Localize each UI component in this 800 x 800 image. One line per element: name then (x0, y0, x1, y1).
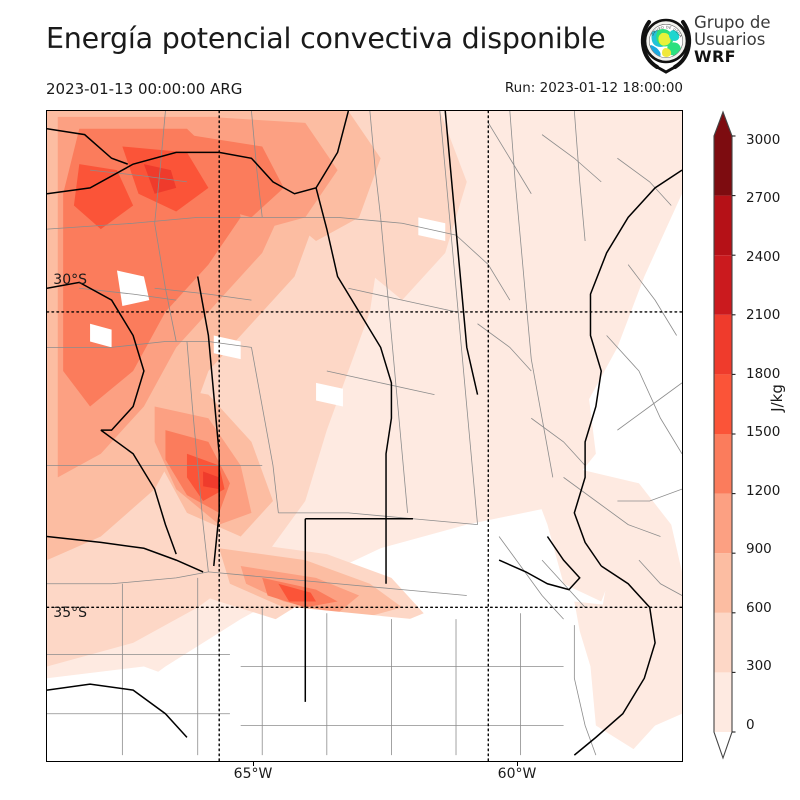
colorbar-tick-label-7: 900 (746, 541, 772, 557)
cape-map-plot[interactable] (46, 110, 683, 762)
colorbar-tick-label-5: 1500 (746, 424, 781, 440)
colorbar-tick-label-0: 3000 (746, 132, 781, 148)
colorbar-tick-label-6: 1200 (746, 483, 781, 499)
colorbar-tick-label-3: 2100 (746, 307, 781, 323)
logo-line-2: Usuarios (694, 30, 766, 50)
lon-tick-label-1: 60°W (497, 766, 537, 782)
cape-contour-field (47, 111, 682, 756)
lon-tick-mark-1 (517, 762, 518, 766)
logo-line-3: WRF (694, 46, 736, 66)
logo-text: Grupo de Usuarios WRF (694, 14, 770, 66)
lon-tick-label-0: 65°W (233, 766, 273, 782)
colorbar-tick-label-1: 2700 (746, 190, 781, 206)
logo-line-1: Grupo de (694, 13, 771, 32)
colorbar-unit-label: J/kg (768, 384, 786, 412)
colorbar (710, 110, 736, 762)
page-title: Energía potencial convectiva disponible (46, 22, 606, 55)
colorbar-tick-label-8: 600 (746, 600, 772, 616)
lat-tick-label-1: 35°S (53, 605, 87, 621)
colorbar-tick-label-2: 2400 (746, 249, 781, 265)
colorbar-tick-label-10: 0 (746, 717, 755, 733)
valid-time-label: 2023-01-13 00:00:00 ARG (46, 80, 243, 98)
province-boundaries (47, 111, 682, 756)
lon-tick-mark-0 (253, 762, 254, 766)
country-borders (47, 111, 682, 756)
run-time-label: Run: 2023-01-12 18:00:00 (504, 80, 683, 96)
colorbar-tick-label-4: 1800 (746, 366, 781, 382)
wrf-user-group-globe-emblem-icon: GRUPO DE USUARIOS WRF (636, 9, 694, 74)
colorbar-tick-label-9: 300 (746, 658, 772, 674)
cape-field-svg (47, 111, 682, 761)
lat-tick-label-0: 30°S (53, 272, 87, 288)
colorbar-gradient (713, 110, 736, 760)
graticule (47, 111, 682, 761)
